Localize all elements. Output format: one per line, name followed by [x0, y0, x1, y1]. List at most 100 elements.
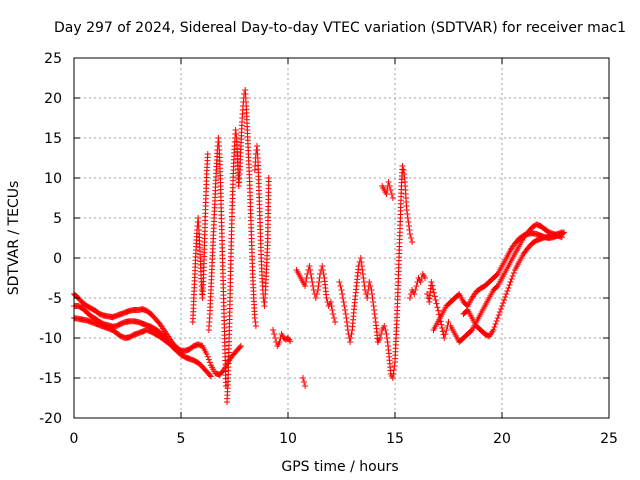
data-point — [232, 127, 239, 133]
data-point — [558, 229, 565, 236]
series-track-e — [447, 221, 565, 345]
data-point — [383, 191, 390, 197]
data-point — [504, 288, 511, 294]
data-point — [424, 291, 431, 297]
data-point — [403, 207, 410, 213]
series-spike-6.1 — [189, 151, 211, 325]
data-point — [328, 303, 335, 309]
x-tick-labels: 0 5 10 15 20 25 — [70, 431, 618, 447]
data-point — [339, 291, 346, 297]
data-point — [368, 287, 375, 293]
data-point — [358, 263, 365, 269]
data-point — [339, 295, 346, 301]
data-point — [347, 339, 354, 345]
data-point — [495, 312, 502, 318]
data-point — [344, 323, 351, 329]
data-point — [276, 339, 283, 345]
data-point — [338, 287, 345, 293]
series-spike-7.5 — [224, 87, 259, 405]
data-point — [236, 344, 243, 351]
data-point — [509, 273, 516, 279]
data-point — [340, 299, 347, 305]
y-tick-label: 5 — [53, 211, 62, 227]
data-point — [337, 283, 344, 289]
data-point — [503, 291, 510, 297]
data-point — [406, 231, 413, 237]
data-point — [360, 279, 367, 285]
data-point — [329, 307, 336, 313]
data-point — [207, 373, 214, 380]
data-point — [204, 353, 211, 360]
data-point — [313, 291, 320, 297]
data-point — [309, 279, 316, 285]
data-point — [510, 270, 517, 276]
series-cluster-9.5 — [270, 327, 294, 349]
data-point — [500, 300, 507, 306]
data-point — [359, 271, 366, 277]
data-point — [442, 331, 449, 337]
data-point — [299, 375, 306, 381]
data-point — [206, 372, 213, 379]
data-point — [315, 283, 322, 289]
data-point — [271, 331, 278, 337]
x-tick-label: 20 — [493, 431, 511, 447]
series-cluster-14.6-top — [379, 179, 396, 201]
data-point — [312, 295, 319, 301]
data-point — [382, 327, 389, 333]
data-point — [308, 275, 315, 281]
data-point — [493, 318, 500, 324]
series-drop-10.7 — [299, 375, 309, 389]
data-point — [494, 315, 501, 321]
data-point — [368, 291, 375, 297]
data-point — [491, 324, 498, 330]
data-point — [390, 371, 397, 377]
data-point — [336, 279, 343, 285]
data-point — [302, 383, 309, 389]
data-point — [496, 309, 503, 315]
data-point — [506, 282, 513, 288]
data-point — [367, 283, 374, 289]
data-point — [444, 323, 451, 329]
data-point — [399, 163, 406, 169]
data-point — [388, 191, 395, 197]
data-point — [287, 338, 294, 345]
y-tick-label: 25 — [44, 51, 62, 67]
data-point — [341, 303, 348, 309]
axis-ticks — [73, 57, 610, 419]
x-tick-label: 10 — [279, 431, 297, 447]
data-point — [490, 327, 497, 333]
data-point — [370, 299, 377, 305]
x-tick-label: 15 — [386, 431, 404, 447]
series-track-b — [71, 303, 214, 380]
data-point — [302, 283, 309, 289]
data-point — [265, 175, 272, 181]
data-point — [430, 289, 437, 296]
series-cluster-12.8 — [336, 255, 381, 345]
grid-lines — [74, 58, 609, 418]
data-point — [206, 359, 213, 366]
data-point — [411, 291, 418, 297]
data-point — [371, 307, 378, 313]
data-point — [272, 335, 279, 341]
y-axis-label: SDTVAR / TECUs — [6, 181, 22, 296]
data-point — [364, 295, 371, 301]
data-point — [406, 295, 413, 301]
data-point — [204, 151, 211, 157]
y-tick-label: -20 — [39, 411, 62, 427]
y-tick-label: -5 — [48, 291, 62, 307]
x-axis-label: GPS time / hours — [281, 459, 398, 475]
data-point — [360, 275, 367, 281]
y-tick-labels: -20 -15 -10 -5 0 5 10 15 20 25 — [39, 51, 62, 427]
series-cluster-10.5 — [293, 263, 339, 325]
data-point — [385, 343, 392, 349]
data-point — [369, 295, 376, 301]
data-point — [329, 311, 336, 317]
data-point — [441, 335, 448, 341]
data-point — [205, 356, 212, 363]
series-cluster-15.8 — [406, 271, 428, 301]
data-point — [343, 315, 350, 321]
data-point — [405, 223, 412, 229]
data-point — [270, 327, 277, 333]
data-point — [406, 227, 413, 233]
data-point — [401, 171, 408, 177]
